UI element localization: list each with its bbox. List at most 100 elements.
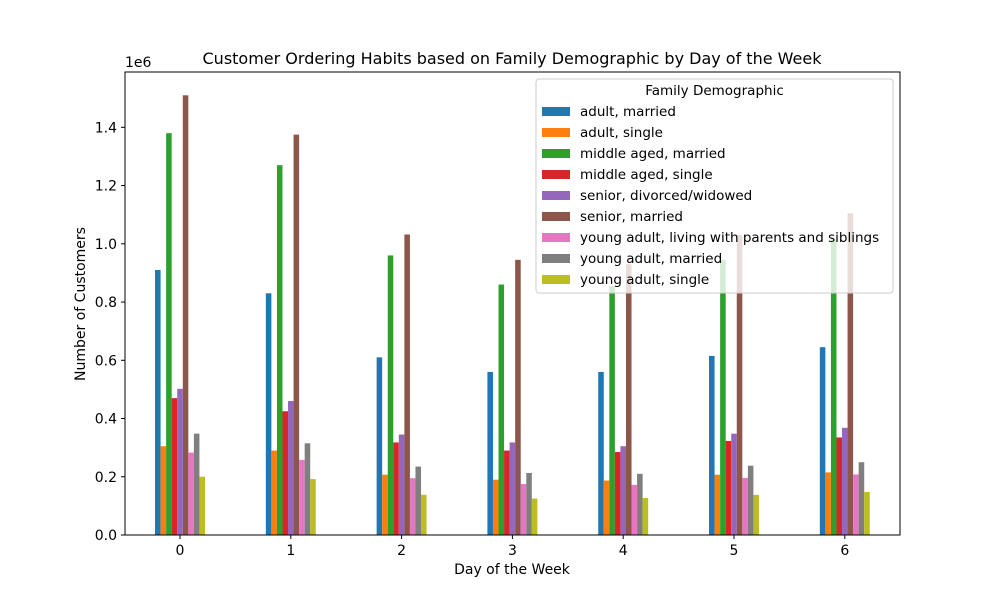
x-tick-label: 3	[508, 543, 517, 559]
bar-senior-divorced-widowed-day-6	[842, 427, 848, 535]
y-axis-label: Number of Customers	[73, 227, 89, 381]
legend-swatch	[542, 191, 570, 200]
x-tick-label: 0	[176, 543, 185, 559]
legend-entry-label: young adult, married	[580, 251, 722, 267]
legend-box	[535, 78, 894, 294]
bar-senior-married-day-2	[404, 234, 410, 536]
bar-middle-aged-single-day-5	[725, 440, 732, 535]
bar-young-adult-married-day-6	[858, 462, 865, 535]
bar-middle-aged-single-day-6	[836, 437, 843, 535]
x-tick-label: 4	[619, 543, 628, 559]
legend-title: Family Demographic	[645, 83, 784, 99]
legend-swatch	[542, 254, 570, 263]
y-scale-label: 1e6	[125, 55, 152, 71]
bar-adult-single-day-5	[714, 474, 721, 535]
bar-middle-aged-married-day-6	[830, 239, 837, 535]
chart-title: Customer Ordering Habits based on Family…	[203, 49, 823, 68]
bar-senior-divorced-widowed-day-4	[620, 446, 626, 535]
legend-swatch	[542, 128, 570, 137]
bar-adult-single-day-4	[603, 480, 610, 535]
bar-senior-divorced-widowed-day-5	[731, 433, 737, 535]
bar-senior-married-day-5	[736, 235, 743, 535]
legend-swatch	[542, 212, 570, 221]
bar-young-adult-married-day-5	[747, 465, 754, 535]
bar-middle-aged-single-day-1	[282, 411, 289, 535]
bar-young-adult-married-day-2	[415, 466, 422, 535]
bar-senior-divorced-widowed-day-0	[177, 388, 183, 535]
legend-entry-label: young adult, living with parents and sib…	[580, 230, 879, 246]
bar-adult-married-day-3	[487, 371, 493, 535]
bar-adult-married-day-6	[819, 347, 826, 535]
legend-entry-label: senior, married	[580, 209, 683, 225]
legend-entry-label: adult, married	[580, 104, 676, 120]
y-tick-label: 0.8	[95, 295, 117, 311]
bar-middle-aged-married-day-4	[609, 286, 615, 535]
bar-adult-married-day-2	[376, 357, 383, 535]
bar-adult-single-day-0	[160, 446, 167, 535]
bar-young-adult-married-day-4	[637, 473, 643, 535]
legend-entry-label: adult, single	[580, 125, 663, 141]
x-tick-label: 2	[397, 543, 406, 559]
bar-middle-aged-single-day-3	[504, 450, 510, 535]
bar-middle-aged-married-day-2	[387, 255, 394, 535]
bar-senior-married-day-3	[515, 259, 521, 535]
bar-senior-divorced-widowed-day-3	[509, 442, 516, 535]
bar-young-adult-single-day-4	[642, 498, 649, 535]
bar-young-adult-living-with-parents-and-siblings-day-0	[188, 452, 194, 535]
y-tick-label: 0.2	[95, 470, 117, 486]
bar-adult-married-day-4	[598, 371, 604, 535]
bar-middle-aged-married-day-1	[276, 165, 283, 535]
x-tick-label: 1	[286, 543, 295, 559]
bar-adult-married-day-0	[155, 270, 161, 535]
bar-young-adult-single-day-3	[531, 498, 538, 535]
bar-young-adult-single-day-1	[310, 479, 316, 535]
bar-young-adult-married-day-1	[304, 443, 311, 535]
bar-senior-married-day-6	[847, 213, 854, 536]
bar-adult-single-day-3	[492, 479, 499, 535]
bar-middle-aged-married-day-5	[720, 259, 726, 535]
y-tick-label: 1.4	[95, 120, 117, 136]
legend-swatch	[542, 233, 570, 242]
bar-young-adult-living-with-parents-and-siblings-day-1	[299, 459, 305, 535]
bar-adult-single-day-1	[271, 450, 277, 535]
bar-adult-married-day-5	[709, 355, 715, 535]
y-tick-label: 0.6	[95, 353, 117, 369]
y-tick-label: 0.4	[95, 412, 117, 428]
bar-young-adult-single-day-0	[199, 476, 205, 535]
bar-young-adult-living-with-parents-and-siblings-day-6	[853, 474, 859, 535]
bar-young-adult-single-day-2	[421, 494, 427, 535]
legend-swatch	[542, 275, 570, 284]
bar-young-adult-married-day-3	[526, 472, 532, 535]
bar-senior-divorced-widowed-day-1	[288, 401, 294, 535]
legend-entry-label: senior, divorced/widowed	[580, 188, 752, 204]
legend: Family Demographic adult, married adult, s…	[535, 78, 894, 294]
bar-middle-aged-single-day-0	[171, 398, 178, 535]
bar-young-adult-living-with-parents-and-siblings-day-5	[742, 477, 748, 535]
bar-young-adult-single-day-5	[753, 494, 759, 535]
bar-young-adult-living-with-parents-and-siblings-day-2	[409, 478, 416, 535]
bar-senior-married-day-4	[625, 264, 632, 535]
bar-adult-single-day-6	[825, 472, 831, 535]
bar-middle-aged-married-day-3	[498, 284, 505, 535]
legend-swatch	[542, 149, 570, 158]
bar-young-adult-living-with-parents-and-siblings-day-3	[520, 484, 527, 535]
bar-middle-aged-single-day-2	[393, 442, 399, 535]
bar-young-adult-living-with-parents-and-siblings-day-4	[631, 484, 638, 535]
bar-senior-married-day-1	[293, 134, 300, 536]
bar-senior-divorced-widowed-day-2	[398, 434, 405, 535]
legend-entry-label: young adult, single	[580, 272, 709, 288]
bars-layer	[155, 95, 870, 536]
legend-entry-label: middle aged, single	[580, 167, 713, 183]
bar-adult-single-day-2	[382, 474, 388, 535]
y-tick-label: 1.0	[95, 237, 117, 253]
bar-middle-aged-single-day-4	[614, 452, 621, 535]
bar-young-adult-single-day-6	[864, 491, 870, 535]
bar-senior-married-day-0	[182, 95, 189, 536]
bar-young-adult-married-day-0	[193, 433, 200, 535]
legend-swatch	[542, 107, 570, 116]
legend-entry-label: middle aged, married	[580, 146, 726, 162]
legend-swatch	[542, 170, 570, 179]
bar-middle-aged-married-day-0	[166, 133, 172, 535]
y-tick-label: 1.2	[95, 179, 117, 195]
